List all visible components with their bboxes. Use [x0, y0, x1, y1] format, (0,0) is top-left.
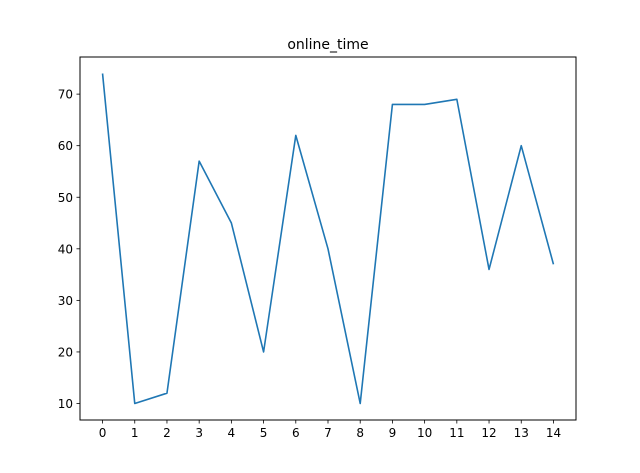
- y-tick-label: 70: [58, 88, 73, 102]
- y-tick-label: 30: [58, 294, 73, 308]
- x-axis: 0 1 2 3 4 5 6 7 8 9 10 11 12 13 14: [99, 420, 561, 440]
- y-tick-label: 60: [58, 139, 73, 153]
- x-tick-label: 0: [99, 426, 107, 440]
- y-tick-label: 50: [58, 191, 73, 205]
- x-tick-label: 7: [324, 426, 332, 440]
- x-tick-label: 8: [356, 426, 364, 440]
- y-tick-label: 20: [58, 345, 73, 359]
- chart-title: online_time: [287, 37, 368, 53]
- x-tick-label: 1: [131, 426, 139, 440]
- y-tick-label: 10: [58, 397, 73, 411]
- x-tick-label: 12: [481, 426, 496, 440]
- x-tick-label: 5: [260, 426, 268, 440]
- series-line: [101, 73, 555, 405]
- y-tick-label: 40: [58, 242, 73, 256]
- y-axis: 10 20 30 40 50 60 70: [58, 88, 80, 411]
- x-tick-label: 14: [546, 426, 561, 440]
- x-tick-label: 13: [514, 426, 529, 440]
- x-tick-label: 3: [195, 426, 203, 440]
- x-tick-label: 2: [163, 426, 171, 440]
- x-tick-label: 10: [417, 426, 432, 440]
- x-tick-label: 9: [389, 426, 397, 440]
- x-tick-label: 6: [292, 426, 300, 440]
- x-tick-label: 11: [449, 426, 464, 440]
- series-layer: [101, 73, 555, 405]
- x-tick-label: 4: [228, 426, 236, 440]
